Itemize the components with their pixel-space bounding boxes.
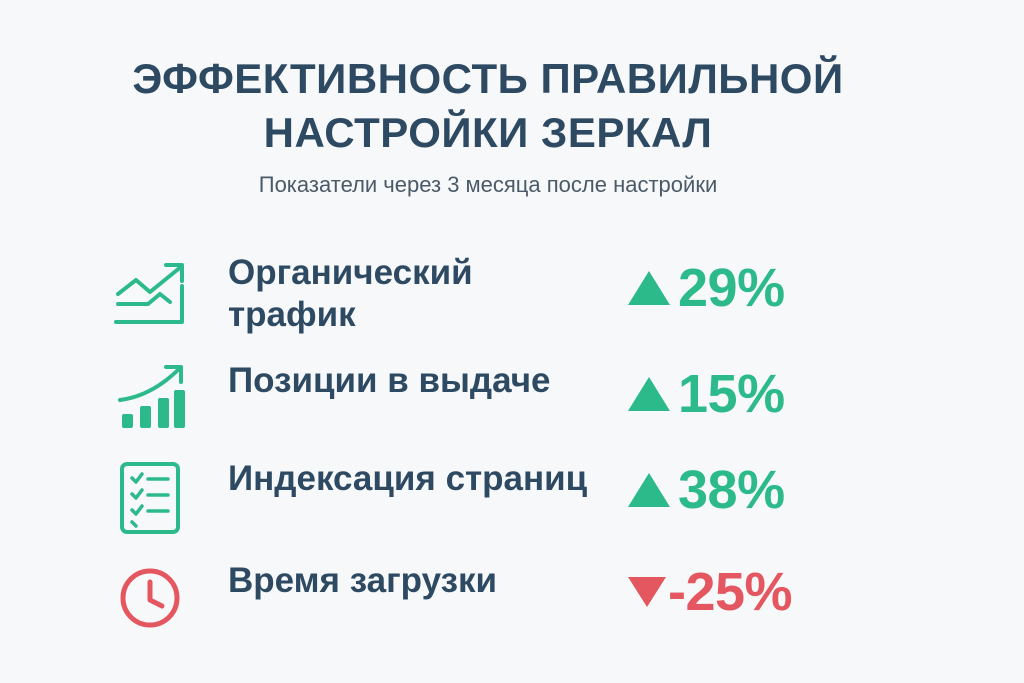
metric-value: -25% <box>668 562 793 622</box>
metric-label-line-1: Позиции в выдаче <box>228 361 551 400</box>
metric-label: Позиции в выдаче <box>228 360 551 402</box>
metric-change: 38% <box>628 460 785 520</box>
metric-change: -25% <box>628 562 793 622</box>
metric-load-time: Время загрузки -25% <box>0 556 1024 636</box>
checklist-icon <box>112 460 188 536</box>
trending-up-icon <box>112 256 188 332</box>
metric-label: Органический трафик <box>228 252 473 336</box>
metric-label-line-2: трафик <box>228 295 356 334</box>
title-line-1: ЭФФЕКТИВНОСТЬ ПРАВИЛЬНОЙ <box>132 55 844 102</box>
clock-icon <box>112 560 188 636</box>
arrow-up-icon <box>628 473 670 507</box>
title-line-2: НАСТРОЙКИ ЗЕРКАЛ <box>263 109 713 156</box>
metric-label-line-1: Органический <box>228 253 473 292</box>
arrow-down-icon <box>628 577 666 607</box>
metric-organic-traffic: Органический трафик 29% <box>0 252 1024 334</box>
metric-label: Время загрузки <box>228 560 497 602</box>
arrow-up-icon <box>628 271 670 305</box>
page-title: ЭФФЕКТИВНОСТЬ ПРАВИЛЬНОЙ НАСТРОЙКИ ЗЕРКА… <box>0 52 976 160</box>
metric-page-indexing: Индексация страниц 38% <box>0 456 1024 536</box>
metric-change: 29% <box>628 258 785 318</box>
metric-value: 15% <box>678 364 785 424</box>
metric-label-line-1: Время загрузки <box>228 561 498 600</box>
arrow-up-icon <box>628 377 670 411</box>
metric-label: Индексация страниц <box>228 458 587 500</box>
metric-label-line-1: Индексация страниц <box>228 459 588 498</box>
metric-change: 15% <box>628 364 785 424</box>
metric-value: 29% <box>678 258 785 318</box>
bar-chart-growth-icon <box>112 360 188 436</box>
metric-value: 38% <box>678 460 785 520</box>
metric-search-positions: Позиции в выдаче 15% <box>0 358 1024 438</box>
page-subtitle: Показатели через 3 месяца после настройк… <box>258 172 718 197</box>
